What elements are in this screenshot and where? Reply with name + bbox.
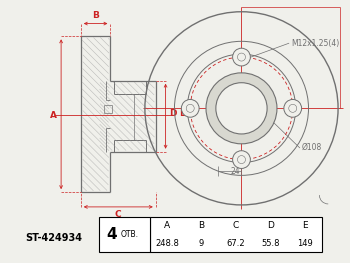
Text: C: C [115,210,121,219]
Text: 149: 149 [297,239,313,248]
Circle shape [181,99,199,117]
Text: M12x1.25(4): M12x1.25(4) [291,39,339,48]
Text: A: A [164,221,170,230]
Bar [99,217,150,252]
Circle shape [206,73,277,144]
Bar [150,217,322,252]
Text: 67.2: 67.2 [227,239,245,248]
Text: A: A [50,111,57,120]
Text: D: D [267,221,274,230]
Circle shape [284,99,302,117]
Text: 9: 9 [199,239,204,248]
Circle shape [233,151,250,169]
Text: 24: 24 [231,167,240,176]
Text: ОТВ.: ОТВ. [120,230,138,239]
Text: D: D [169,109,177,118]
Text: 55.8: 55.8 [261,239,280,248]
Text: Ø108: Ø108 [302,143,322,152]
Text: E: E [302,221,308,230]
Text: 4: 4 [106,227,117,242]
Text: 248.8: 248.8 [155,239,179,248]
Text: E: E [180,109,186,118]
Text: B: B [92,11,99,20]
Text: C: C [233,221,239,230]
Circle shape [216,83,267,134]
Text: ST-424934: ST-424934 [26,234,83,244]
Circle shape [233,48,250,66]
Text: B: B [198,221,205,230]
